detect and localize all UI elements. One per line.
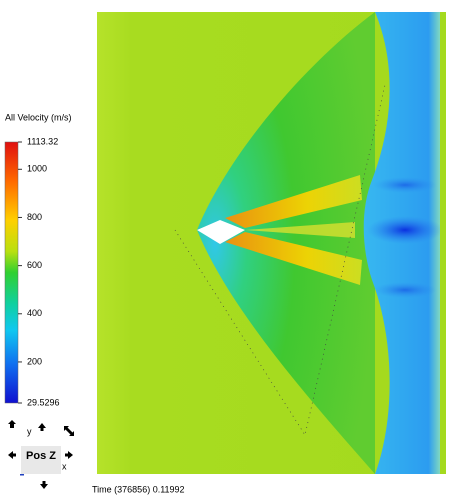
body-wedge: [197, 220, 245, 244]
legend-max-label: 1113.32: [27, 136, 58, 146]
time-status: Time (376856) 0.11992: [92, 484, 185, 494]
view-label: Pos Z: [26, 450, 56, 462]
pan-left-button[interactable]: [8, 451, 16, 459]
view-controls: y Pos Z x: [8, 420, 74, 489]
zoom-button[interactable]: [64, 426, 74, 436]
pan-down-button[interactable]: [40, 481, 48, 489]
legend-tick-label: 400: [27, 308, 42, 318]
legend-tick-label: 200: [27, 356, 42, 366]
rotate-up-button[interactable]: [8, 420, 16, 428]
color-bar-ticks: 1113.32 1000 800 600 400 200 29.5296: [18, 136, 60, 407]
upper-jet: [225, 175, 362, 228]
x-axis-label: x: [62, 461, 67, 471]
low-velocity-core: [367, 216, 443, 244]
low-velocity-streak: [373, 177, 437, 193]
legend-tick-label: 600: [27, 260, 42, 270]
pan-up-button[interactable]: [38, 423, 46, 431]
view-button[interactable]: [21, 446, 61, 474]
legend-title: All Velocity (m/s): [5, 112, 72, 122]
legend-tick-label: 1000: [27, 164, 47, 174]
flow-field: [97, 12, 446, 474]
pan-right-button[interactable]: [65, 451, 73, 459]
color-bar: [4, 141, 19, 404]
legend-tick-label: 800: [27, 212, 42, 222]
low-velocity-streak: [373, 282, 437, 298]
field-edge: [440, 12, 446, 474]
y-axis-label: y: [27, 426, 32, 436]
center-wake: [245, 222, 355, 238]
axis-indicator: [20, 474, 24, 476]
lower-jet: [225, 232, 362, 285]
legend-min-label: 29.5296: [27, 397, 60, 407]
domain-outline: [174, 84, 386, 436]
